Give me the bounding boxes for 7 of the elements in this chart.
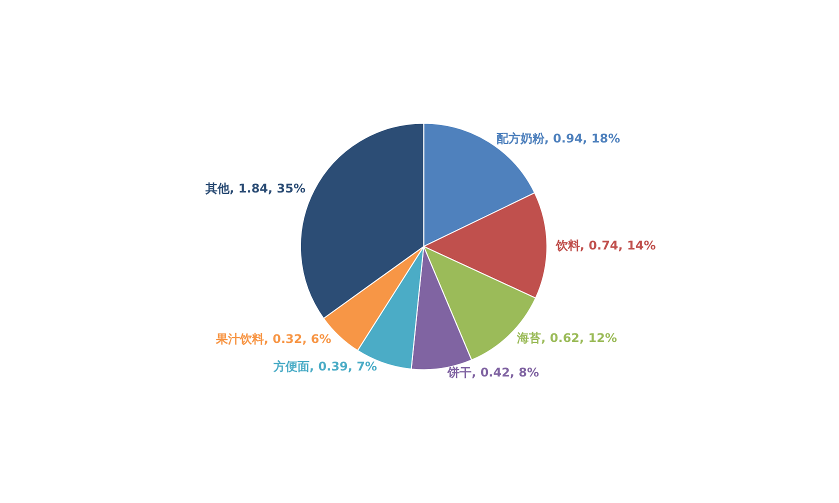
slice-label: 果汁饮料, 0.32, 6% xyxy=(214,332,332,346)
slice-label: 饼干, 0.42, 8% xyxy=(446,365,540,380)
slice-label: 配方奶粉, 0.94, 18% xyxy=(496,132,620,146)
slice-label: 海苔, 0.62, 12% xyxy=(516,330,617,345)
slice-label: 方便面, 0.39, 7% xyxy=(272,360,378,374)
slice-label: 其他, 1.84, 35% xyxy=(204,181,306,196)
slice-label: 饮料, 0.74, 14% xyxy=(554,238,656,252)
